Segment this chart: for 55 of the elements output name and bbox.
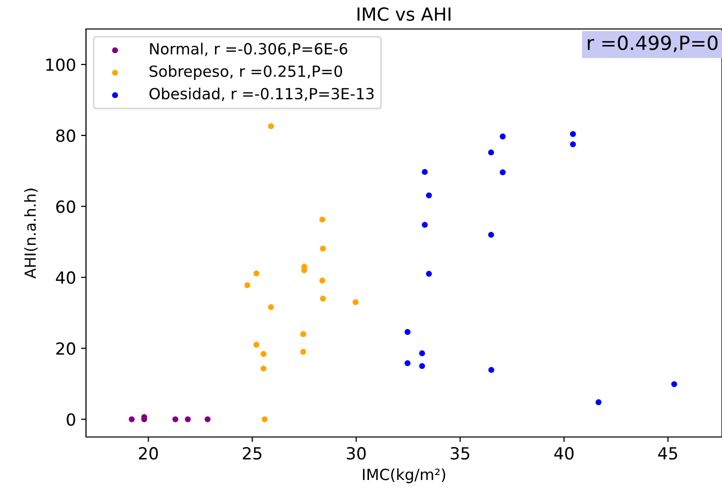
point <box>204 416 211 422</box>
point <box>596 399 602 406</box>
point <box>419 363 426 369</box>
point <box>570 131 576 137</box>
x-axis-title: IMC(kg/m²) <box>363 468 446 484</box>
legend-label: Sobrepeso, r =0.251,P=0 <box>150 65 342 80</box>
point <box>260 351 266 357</box>
chart-title: IMC vs AHI <box>358 7 450 21</box>
point <box>500 169 506 176</box>
legend-label: Normal, r =-0.306,P=6E-6 <box>150 42 348 56</box>
point <box>404 329 410 335</box>
x-tick-label: 30 <box>346 447 366 460</box>
point <box>488 232 494 238</box>
point <box>352 299 359 306</box>
x-tick-label: 35 <box>450 447 470 460</box>
point <box>419 350 426 356</box>
point <box>426 192 432 198</box>
point <box>320 296 326 302</box>
point <box>426 270 432 277</box>
y-tick-label: 100 <box>46 58 76 72</box>
y-tick-label: 60 <box>56 200 76 213</box>
point <box>268 123 274 130</box>
point <box>172 416 178 422</box>
point <box>671 381 678 388</box>
point <box>320 246 326 252</box>
point <box>488 367 494 373</box>
point <box>319 278 326 284</box>
y-tick-label: 80 <box>56 129 76 142</box>
legend-label: Obesidad, r =-0.113,P=3E-13 <box>149 88 374 101</box>
point <box>570 141 576 148</box>
annotation: r =0.499,P=0 <box>588 35 718 52</box>
point <box>500 134 506 140</box>
x-tick-label: 20 <box>138 447 158 460</box>
point <box>488 150 494 156</box>
point <box>253 270 260 276</box>
point <box>300 331 306 338</box>
point <box>268 304 274 310</box>
point <box>404 360 410 366</box>
point <box>422 169 428 175</box>
x-tick-label: 40 <box>554 447 574 460</box>
point <box>128 416 135 422</box>
point <box>253 342 260 348</box>
point <box>262 416 268 422</box>
point <box>184 416 191 422</box>
point <box>244 282 250 288</box>
y-axis-title: AHI(n.a.h.h) <box>24 188 38 279</box>
point <box>319 216 326 222</box>
y-tick-label: 0 <box>66 413 76 426</box>
x-tick-label: 25 <box>242 447 262 460</box>
y-tick-label: 20 <box>56 342 76 355</box>
point <box>260 366 266 372</box>
y-tick-label: 40 <box>56 271 76 284</box>
point <box>300 348 306 355</box>
point <box>422 222 428 228</box>
x-tick-label: 45 <box>658 447 678 460</box>
